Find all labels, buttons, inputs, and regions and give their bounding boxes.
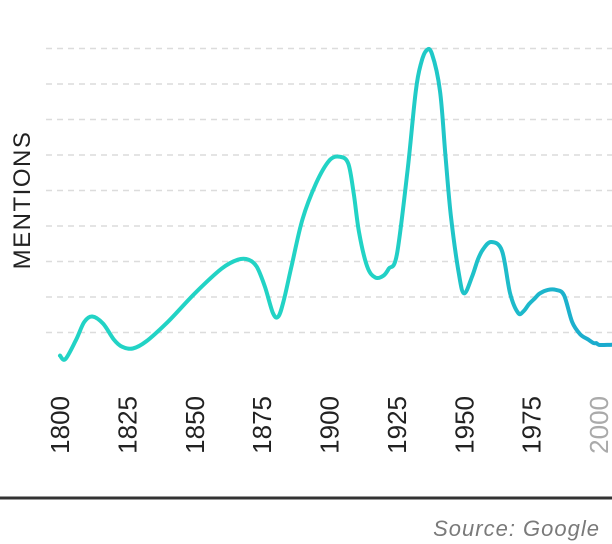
x-tick-label: 1825 bbox=[112, 396, 142, 454]
x-tick-label: 1800 bbox=[45, 396, 75, 454]
y-axis-label: MENTIONS bbox=[9, 131, 36, 270]
source-note: Source: Google bbox=[433, 516, 600, 541]
series-line-group bbox=[58, 46, 612, 362]
series-line bbox=[58, 46, 612, 362]
x-tick-label: 1975 bbox=[517, 396, 547, 454]
x-tick-label: 2000 bbox=[584, 396, 612, 454]
x-tick-label: 1900 bbox=[315, 396, 345, 454]
x-tick-label: 1875 bbox=[247, 396, 277, 454]
gridlines bbox=[46, 47, 612, 334]
x-axis-ticks: 1800 1825 1850 1875 1900 1925 1950 1975 2000 bbox=[45, 396, 612, 454]
x-tick-label: 1925 bbox=[382, 396, 412, 454]
x-tick-label: 1850 bbox=[180, 396, 210, 454]
x-tick-label: 1950 bbox=[449, 396, 479, 454]
